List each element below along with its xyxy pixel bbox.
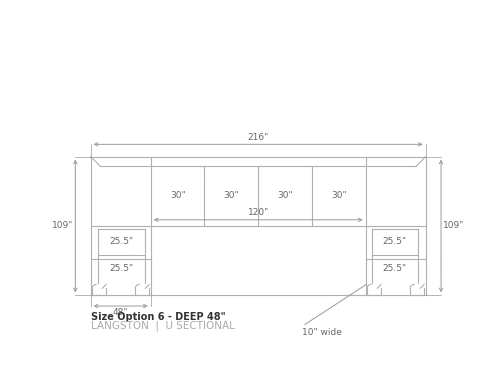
Text: 109": 109" — [52, 222, 73, 231]
Text: 25.5": 25.5" — [383, 237, 407, 246]
Text: 48": 48" — [113, 308, 128, 317]
Text: Size Option 6 - DEEP 48": Size Option 6 - DEEP 48" — [90, 312, 226, 322]
Text: 120": 120" — [248, 209, 269, 218]
Text: 25.5": 25.5" — [383, 264, 407, 273]
Text: 25.5": 25.5" — [110, 264, 134, 273]
Text: 10" wide: 10" wide — [302, 328, 343, 338]
Text: 30": 30" — [224, 191, 239, 200]
Text: 30": 30" — [331, 191, 346, 200]
Text: 216": 216" — [248, 133, 269, 142]
Text: 30": 30" — [170, 191, 186, 200]
Text: 109": 109" — [444, 222, 464, 231]
Text: LANGSTON  |  U SECTIONAL: LANGSTON | U SECTIONAL — [90, 320, 234, 330]
Text: 25.5": 25.5" — [110, 237, 134, 246]
Text: 30": 30" — [277, 191, 293, 200]
